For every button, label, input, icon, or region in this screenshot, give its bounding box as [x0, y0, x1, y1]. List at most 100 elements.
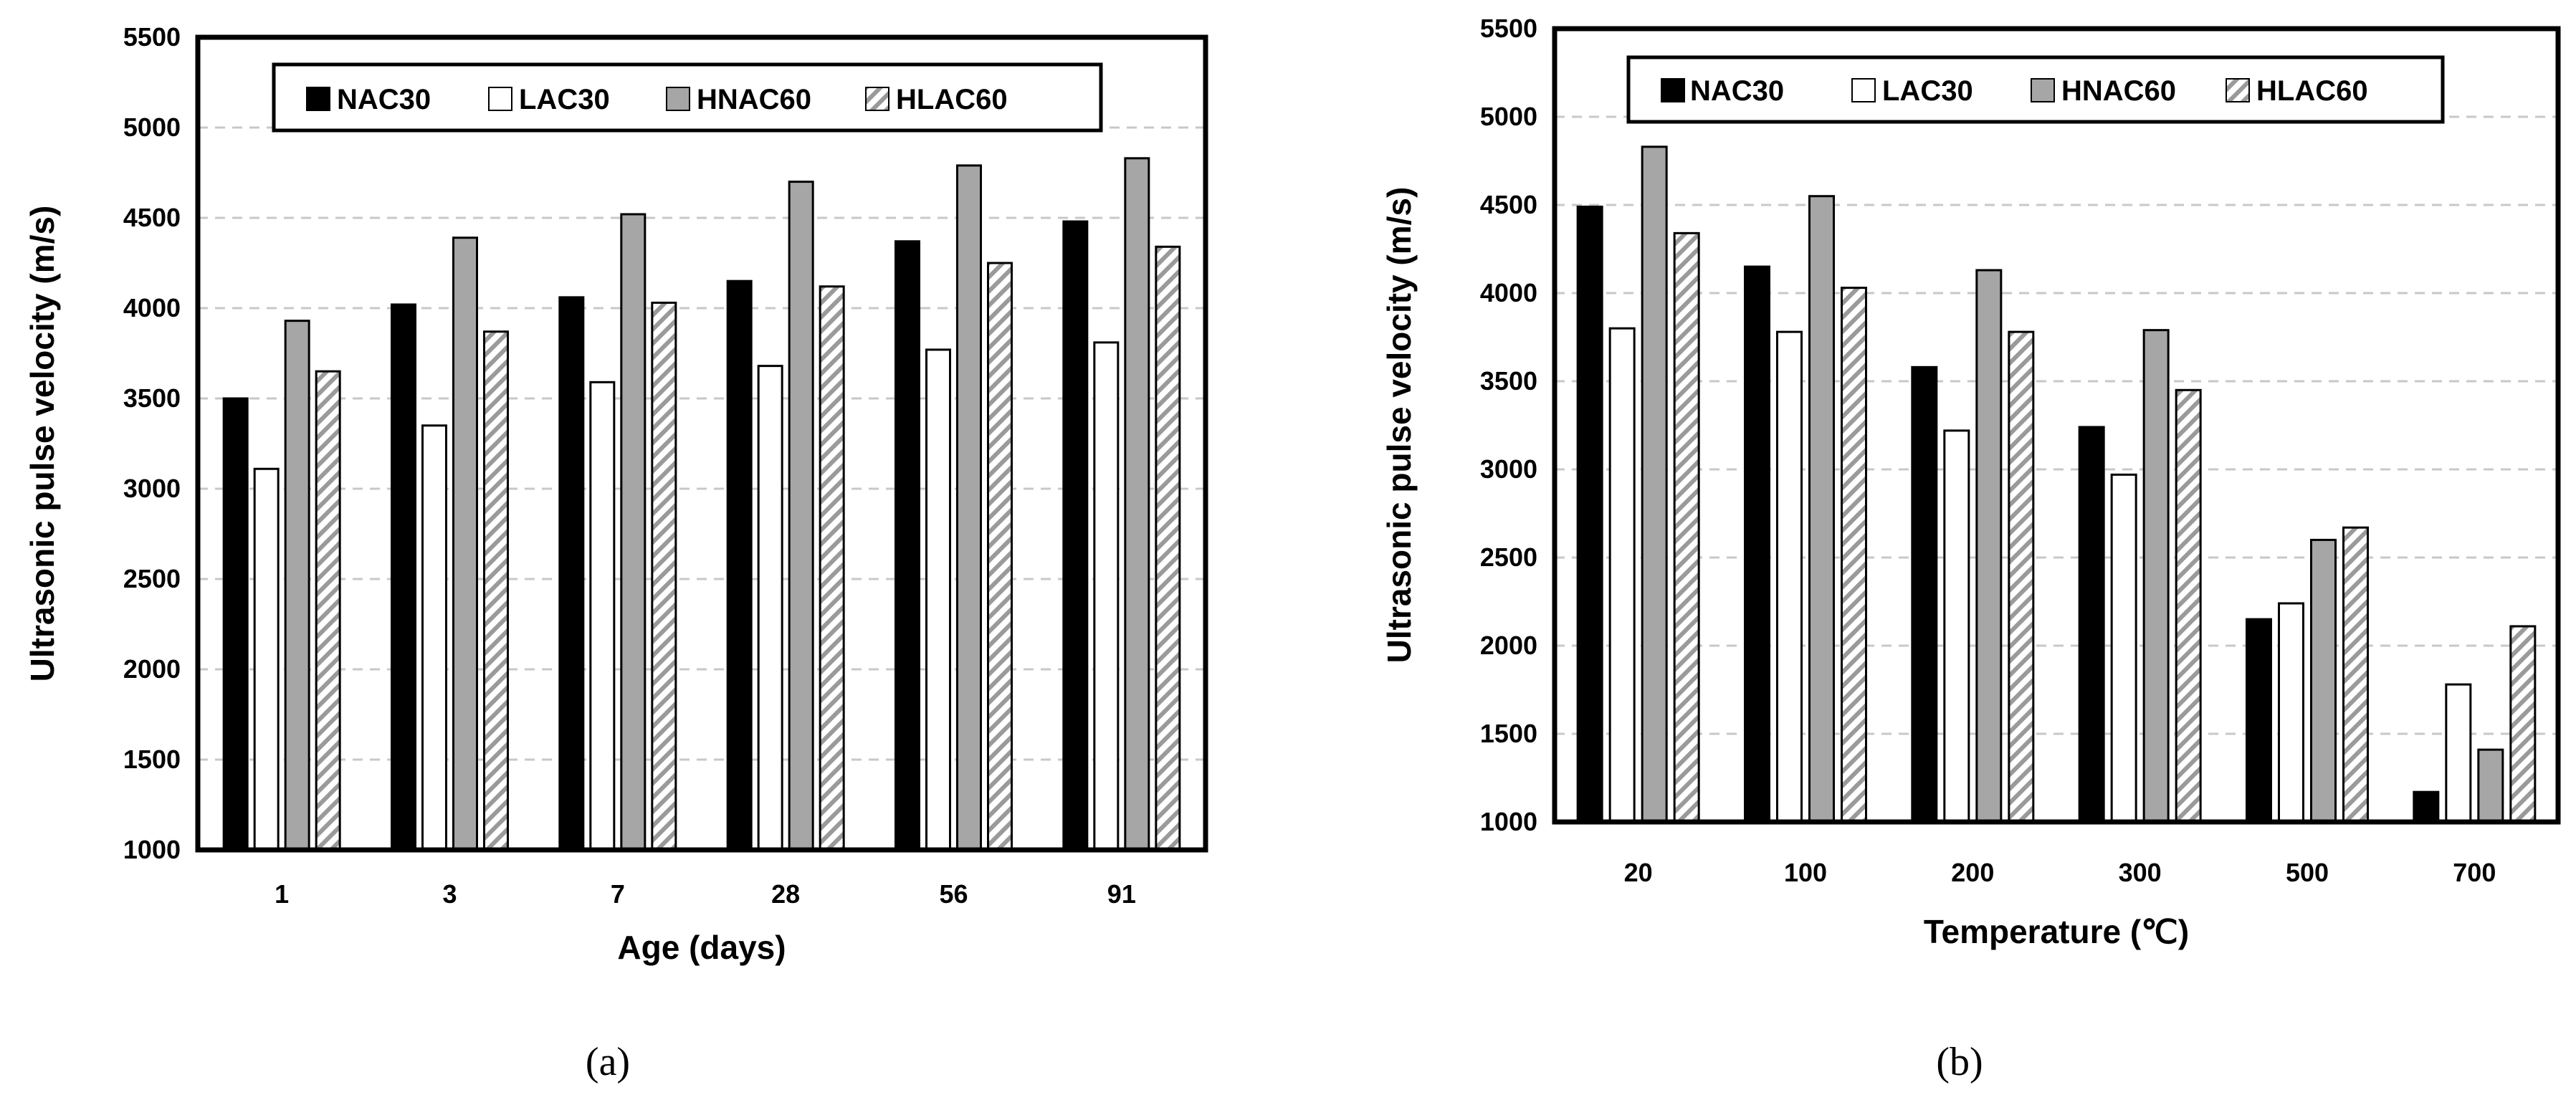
y-tick-label-b-5000: 5000	[1480, 102, 1537, 131]
bar-a-lac30-3	[421, 424, 447, 851]
bar-a-nac30-3	[391, 303, 416, 851]
bar-b-hnac60-500	[2310, 538, 2337, 823]
legend-swatch-nac30-b	[1661, 78, 1685, 102]
bar-b-lac30-500	[2278, 602, 2304, 823]
x-tick-label-b-100: 100	[1784, 858, 1827, 887]
bars-b	[1576, 145, 2537, 823]
x-tick-label-b-500: 500	[2286, 858, 2329, 887]
y-tick-label-b-4000: 4000	[1480, 278, 1537, 307]
bar-b-lac30-200	[1943, 429, 1970, 823]
bar-a-nac30-91	[1062, 220, 1089, 851]
bar-b-hnac60-100	[1808, 195, 1835, 823]
y-tick-label-b-2500: 2500	[1480, 542, 1537, 572]
y-tick-label-a-2000: 2000	[123, 654, 181, 684]
bar-a-lac30-56	[925, 348, 951, 851]
x-tick-labels-b: 20 100 200 300 500 700	[1624, 858, 2496, 887]
x-tick-label-a-7: 7	[611, 879, 625, 909]
legend-swatch-lac30-a	[488, 87, 512, 111]
legend-swatch-hlac60-a	[865, 87, 889, 111]
bar-b-hlac60-200	[2008, 330, 2035, 823]
y-tick-label-b-3000: 3000	[1480, 454, 1537, 484]
legend-label-lac30-a: LAC30	[519, 84, 610, 115]
bar-a-hnac60-3	[452, 236, 478, 851]
y-tick-label-a-3000: 3000	[123, 474, 181, 503]
bar-a-hlac60-56	[987, 262, 1013, 851]
y-tick-label-a-1000: 1000	[123, 835, 181, 864]
bar-b-hlac60-20	[1673, 231, 1700, 823]
bar-a-hlac60-7	[651, 301, 677, 851]
x-tick-label-a-3: 3	[442, 879, 457, 909]
bar-a-hlac60-91	[1155, 245, 1181, 851]
legend-label-hlac60-a: HLAC60	[896, 84, 1008, 115]
legend-label-lac30-b: LAC30	[1882, 75, 1973, 107]
bar-a-hlac60-28	[819, 285, 845, 851]
bar-a-hlac60-3	[483, 330, 509, 851]
y-axis-title-b: Ultrasonic pulse velocity (m/s)	[1380, 187, 1418, 664]
bar-b-lac30-300	[2110, 473, 2137, 823]
plot-frame-a	[195, 34, 1208, 853]
x-tick-label-b-200: 200	[1951, 858, 1994, 887]
legend-label-hnac60-a: HNAC60	[697, 84, 811, 115]
y-tick-label-b-1500: 1500	[1480, 719, 1537, 748]
x-tick-label-b-300: 300	[2119, 858, 2162, 887]
bar-b-lac30-700	[2445, 683, 2472, 823]
legend-label-hnac60-b: HNAC60	[2061, 75, 2176, 107]
bar-b-nac30-200	[1911, 365, 1938, 823]
bar-a-hnac60-28	[788, 181, 814, 851]
caption-a: (a)	[586, 1040, 630, 1084]
chart-panel-a: 1000 1500 2000 2500 3000 3500 4000 4500 5000 5500…	[24, 22, 1208, 1084]
bar-a-hlac60-1	[315, 370, 341, 851]
bar-b-hlac60-500	[2342, 526, 2369, 823]
bar-a-lac30-91	[1093, 341, 1120, 851]
legend-swatch-nac30-a	[306, 87, 330, 111]
caption-b: (b)	[1936, 1040, 1983, 1084]
bar-a-lac30-7	[589, 381, 616, 851]
legend-swatch-lac30-b	[1851, 78, 1876, 102]
y-tick-labels-b: 1000 1500 2000 2500 3000 3500 4000 4500 5000 5500	[1480, 14, 1537, 836]
y-tick-label-a-5000: 5000	[123, 113, 181, 142]
x-axis-title-a: Age (days)	[617, 929, 786, 966]
legend-label-nac30-b: NAC30	[1690, 75, 1784, 107]
legend-swatch-hnac60-b	[2031, 78, 2055, 102]
bar-a-nac30-7	[558, 296, 585, 851]
y-tick-label-a-2500: 2500	[123, 564, 181, 593]
legend-a: NAC30 LAC30 HNAC60 HLAC60	[272, 62, 1103, 133]
y-tick-label-b-5500: 5500	[1480, 14, 1537, 43]
bar-a-lac30-28	[757, 365, 783, 851]
x-axis-title-b: Temperature (℃)	[1924, 913, 2189, 950]
y-axis-title-a: Ultrasonic pulse velocity (m/s)	[24, 206, 61, 682]
y-tick-label-b-4500: 4500	[1480, 190, 1537, 219]
bar-b-hnac60-300	[2142, 329, 2170, 823]
bar-a-hnac60-1	[284, 320, 310, 851]
bar-b-nac30-100	[1744, 265, 1770, 823]
bar-b-lac30-20	[1608, 327, 1636, 823]
y-tick-label-b-1000: 1000	[1480, 807, 1537, 836]
bar-b-hlac60-300	[2175, 388, 2202, 823]
gridlines-a	[198, 126, 1206, 761]
y-tick-label-a-4000: 4000	[123, 293, 181, 322]
bar-a-hnac60-7	[620, 213, 647, 851]
x-tick-label-a-1: 1	[275, 879, 289, 909]
x-tick-label-a-28: 28	[771, 879, 800, 909]
x-tick-label-a-56: 56	[939, 879, 968, 909]
y-tick-label-a-5500: 5500	[123, 22, 181, 52]
x-tick-label-b-700: 700	[2453, 858, 2496, 887]
chart-panel-b: 1000 1500 2000 2500 3000 3500 4000 4500 5000 5500…	[1380, 14, 2561, 1084]
legend-b: NAC30 LAC30 HNAC60 HLAC60	[1626, 55, 2445, 124]
bar-a-nac30-28	[726, 279, 753, 851]
bars-a	[222, 157, 1181, 851]
bar-b-hlac60-100	[1841, 287, 1867, 823]
y-tick-label-a-3500: 3500	[123, 383, 181, 413]
bar-b-hnac60-20	[1641, 145, 1668, 823]
x-tick-label-a-91: 91	[1107, 879, 1136, 909]
bar-b-hnac60-200	[1975, 269, 2003, 823]
bar-b-lac30-100	[1776, 330, 1803, 823]
legend-label-hlac60-b: HLAC60	[2256, 75, 2368, 107]
bar-b-nac30-20	[1576, 205, 1603, 823]
bar-a-nac30-56	[895, 240, 920, 851]
bar-b-nac30-500	[2246, 618, 2272, 823]
bar-b-nac30-300	[2078, 426, 2105, 823]
x-tick-label-b-20: 20	[1624, 858, 1653, 887]
y-tick-label-b-3500: 3500	[1480, 366, 1537, 396]
